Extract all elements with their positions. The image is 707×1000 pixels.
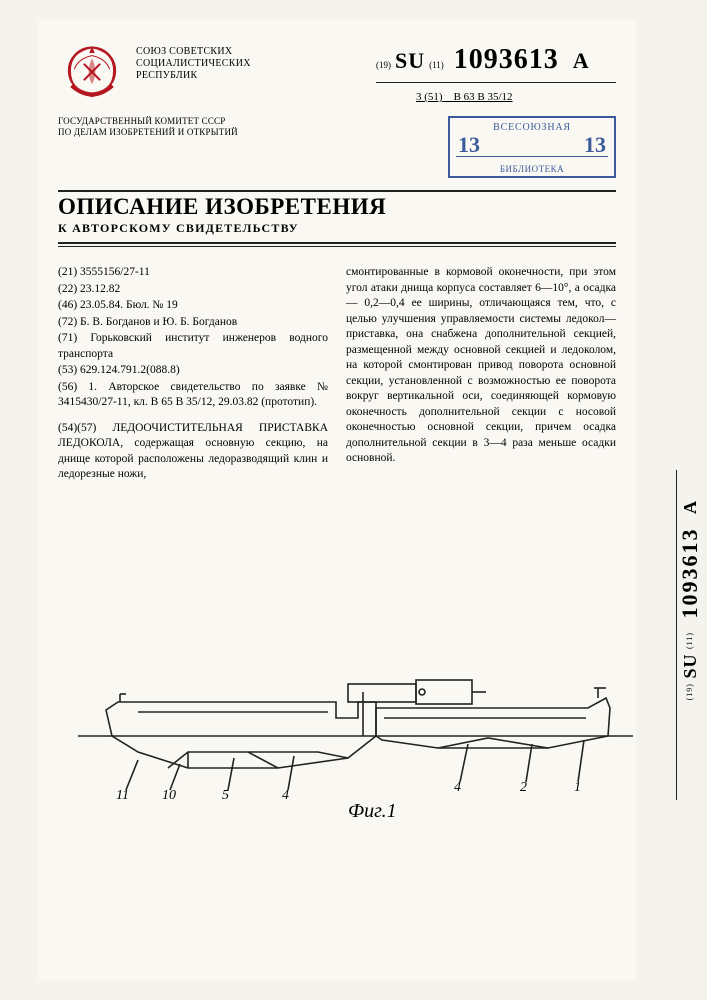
field-71: (71) Горьковский институт инженеров водн… xyxy=(58,331,328,362)
side-number: 1093613 xyxy=(677,528,702,619)
prefix-19: (19) xyxy=(376,60,391,70)
header-row: СОЮЗ СОВЕТСКИХ СОЦИАЛИСТИЧЕСКИХ РЕСПУБЛИ… xyxy=(38,20,636,114)
field-53: (53) 629.124.791.2(088.8) xyxy=(58,363,328,379)
field-72: (72) Б. В. Богданов и Ю. Б. Богданов xyxy=(58,315,328,331)
right-column: смонтированные в кормовой оконечности, п… xyxy=(346,265,616,484)
callout-2: 2 xyxy=(520,780,527,796)
committee-text: ГОСУДАРСТВЕННЫЙ КОМИТЕТ СССР ПО ДЕЛАМ ИЗ… xyxy=(58,116,268,139)
stamp-number-left: 13 xyxy=(458,132,480,158)
stamp-divider xyxy=(456,156,608,157)
docnum-line: (19) SU (11) 1093613 A xyxy=(376,44,616,83)
class-code: В 63 В 35/12 xyxy=(454,91,513,103)
side-prefix-11: (11) xyxy=(685,632,694,649)
callout-4b: 4 xyxy=(454,780,461,796)
figure-label: Фиг.1 xyxy=(348,800,397,823)
title-block: ОПИСАНИЕ ИЗОБРЕТЕНИЯ К АВТОРСКОМУ СВИДЕТ… xyxy=(38,190,636,247)
side-su: SU xyxy=(680,654,700,679)
title-main: ОПИСАНИЕ ИЗОБРЕТЕНИЯ xyxy=(58,190,616,220)
field-56: (56) 1. Авторское свидетельство по заявк… xyxy=(58,380,328,411)
abstract-start: (54)(57) ЛЕДООЧИСТИТЕЛЬНАЯ ПРИ­СТАВКА ЛЕ… xyxy=(58,421,328,483)
figure-1: 11 10 5 4 4 2 1 Фиг.1 xyxy=(78,640,633,830)
kind-code: A xyxy=(573,48,589,73)
committee-row: ГОСУДАРСТВЕННЫЙ КОМИТЕТ СССР ПО ДЕЛАМ ИЗ… xyxy=(38,114,636,190)
prefix-11: (11) xyxy=(429,60,444,70)
left-column: (21) 3555156/27-11 (22) 23.12.82 (46) 23… xyxy=(58,265,328,484)
patent-page: СОЮЗ СОВЕТСКИХ СОЦИАЛИСТИЧЕСКИХ РЕСПУБЛИ… xyxy=(38,20,636,980)
ussr-emblem-icon xyxy=(58,38,126,106)
docnum-block: (19) SU (11) 1093613 A 3 (51) В 63 В 35/… xyxy=(376,38,616,103)
abstract-cont: смонтированные в кормовой оконечности, п… xyxy=(346,265,616,467)
country-code: SU xyxy=(395,48,425,73)
callout-4a: 4 xyxy=(282,788,289,804)
class-prefix: 3 (51) xyxy=(416,91,443,103)
callout-10: 10 xyxy=(162,788,176,804)
field-22: (22) 23.12.82 xyxy=(58,282,328,298)
callout-11: 11 xyxy=(116,788,129,804)
stamp-number-right: 13 xyxy=(584,132,606,158)
side-prefix-19: (19) xyxy=(685,683,694,700)
classification-line: 3 (51) В 63 В 35/12 xyxy=(376,87,616,103)
side-docnum: (19) SU (11) 1093613 A xyxy=(677,500,703,700)
callout-5: 5 xyxy=(222,788,229,804)
union-text: СОЮЗ СОВЕТСКИХ СОЦИАЛИСТИЧЕСКИХ РЕСПУБЛИ… xyxy=(136,38,376,82)
library-stamp: ВСЕСОЮЗНАЯ 13 13 БИБЛИОТЕКА xyxy=(448,116,616,178)
stamp-bottom-text: БИБЛИОТЕКА xyxy=(450,164,614,174)
side-suffix: A xyxy=(680,500,700,514)
callout-1: 1 xyxy=(574,780,581,796)
body-columns: (21) 3555156/27-11 (22) 23.12.82 (46) 23… xyxy=(38,247,636,484)
title-sub: К АВТОРСКОМУ СВИДЕТЕЛЬСТВУ xyxy=(58,220,616,244)
field-46: (46) 23.05.84. Бюл. № 19 xyxy=(58,298,328,314)
field-21: (21) 3555156/27-11 xyxy=(58,265,328,281)
patent-number: 1093613 xyxy=(454,44,559,75)
